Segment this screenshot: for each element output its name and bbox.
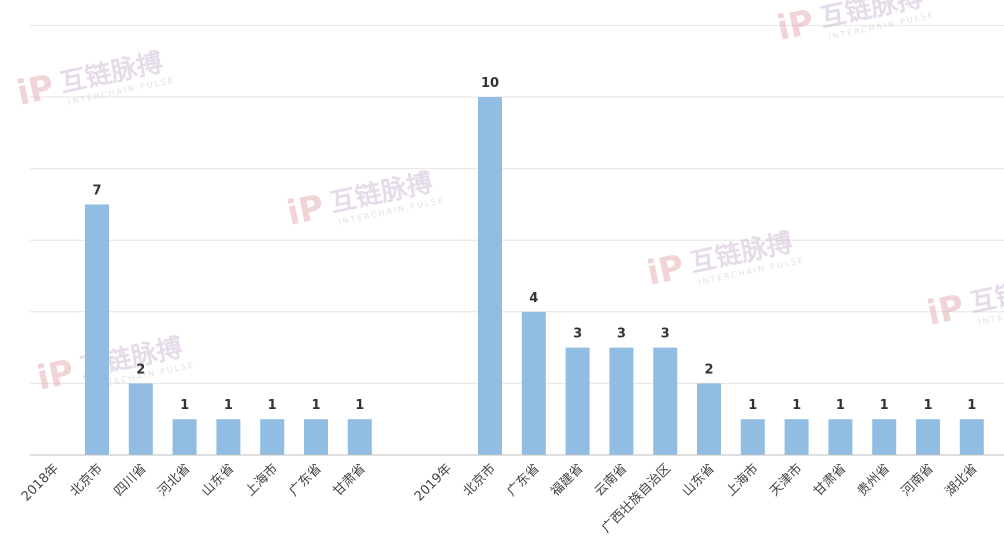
bar <box>872 419 897 455</box>
data-label: 4 <box>529 291 538 306</box>
data-label: 1 <box>268 398 277 413</box>
watermark-logo: iP <box>774 2 818 49</box>
bar <box>653 347 678 455</box>
x-tick-label: 广东省 <box>504 461 542 499</box>
x-tick-label: 河北省 <box>155 461 193 499</box>
data-label: 3 <box>573 327 582 342</box>
data-label: 1 <box>967 398 976 413</box>
data-label: 7 <box>92 183 101 198</box>
bar <box>697 383 721 455</box>
x-tick-label: 北京市 <box>67 461 106 500</box>
group-label: 2018年 <box>19 461 62 504</box>
bar <box>784 419 809 455</box>
bar <box>828 419 853 455</box>
bar <box>260 419 285 455</box>
bar <box>347 419 372 455</box>
x-tick-label: 甘肃省 <box>811 461 849 499</box>
data-label: 2 <box>704 362 713 377</box>
bar <box>478 97 502 455</box>
watermark-logo: iP <box>34 352 78 399</box>
x-tick-label: 上海市 <box>723 461 762 500</box>
bar <box>916 419 940 455</box>
x-tick-label: 广东省 <box>287 461 325 499</box>
watermark-brand: 互链脉搏 <box>967 267 1004 319</box>
data-label: 10 <box>481 76 499 91</box>
bar <box>128 383 153 455</box>
x-tick-label: 上海市 <box>242 461 281 500</box>
data-label: 3 <box>661 327 670 342</box>
data-label: 1 <box>923 398 932 413</box>
bar <box>565 347 590 455</box>
watermark-logo: iP <box>14 67 58 114</box>
x-tick-label: 贵州省 <box>855 461 893 499</box>
x-tick-label: 云南省 <box>591 461 630 500</box>
x-tick-label: 天津市 <box>767 461 806 500</box>
watermark-logo: iP <box>644 247 688 294</box>
data-label: 1 <box>748 398 757 413</box>
x-tick-labels: 2018年 北京市 四川省 河北省 山东省 上海市 广东省 甘肃省 2019年 北京市 广东省 福建省… <box>19 461 981 537</box>
bar <box>959 419 984 455</box>
bar <box>172 419 197 455</box>
data-label: 1 <box>180 398 189 413</box>
x-tick-label: 湖北省 <box>942 461 980 499</box>
watermark-logo: iP <box>284 187 328 234</box>
gridlines <box>30 24 1004 384</box>
data-label: 3 <box>617 327 626 342</box>
group-label: 2019年 <box>412 461 455 504</box>
data-label: 1 <box>792 398 801 413</box>
x-tick-label: 北京市 <box>460 461 499 500</box>
x-tick-label: 四川省 <box>111 461 149 499</box>
data-label: 1 <box>224 398 233 413</box>
data-label: 1 <box>880 398 889 413</box>
x-tick-label: 山东省 <box>199 461 237 499</box>
bar-series <box>85 97 984 455</box>
watermark-logo: iP <box>924 287 968 334</box>
data-label: 1 <box>311 398 320 413</box>
data-labels: 7 2 1 1 1 1 1 10 4 3 3 3 2 1 1 1 1 1 1 <box>92 76 976 413</box>
bar <box>740 419 765 455</box>
x-tick-label: 甘肃省 <box>330 461 368 499</box>
bar <box>216 419 241 455</box>
x-tick-label: 山东省 <box>680 461 718 499</box>
bar <box>609 347 634 455</box>
bar <box>304 419 328 455</box>
bar <box>85 204 109 455</box>
bar <box>521 311 546 455</box>
data-label: 2 <box>136 362 145 377</box>
x-tick-label: 福建省 <box>548 461 586 499</box>
data-label: 1 <box>836 398 845 413</box>
x-tick-label: 河南省 <box>898 461 937 500</box>
data-label: 1 <box>355 398 364 413</box>
